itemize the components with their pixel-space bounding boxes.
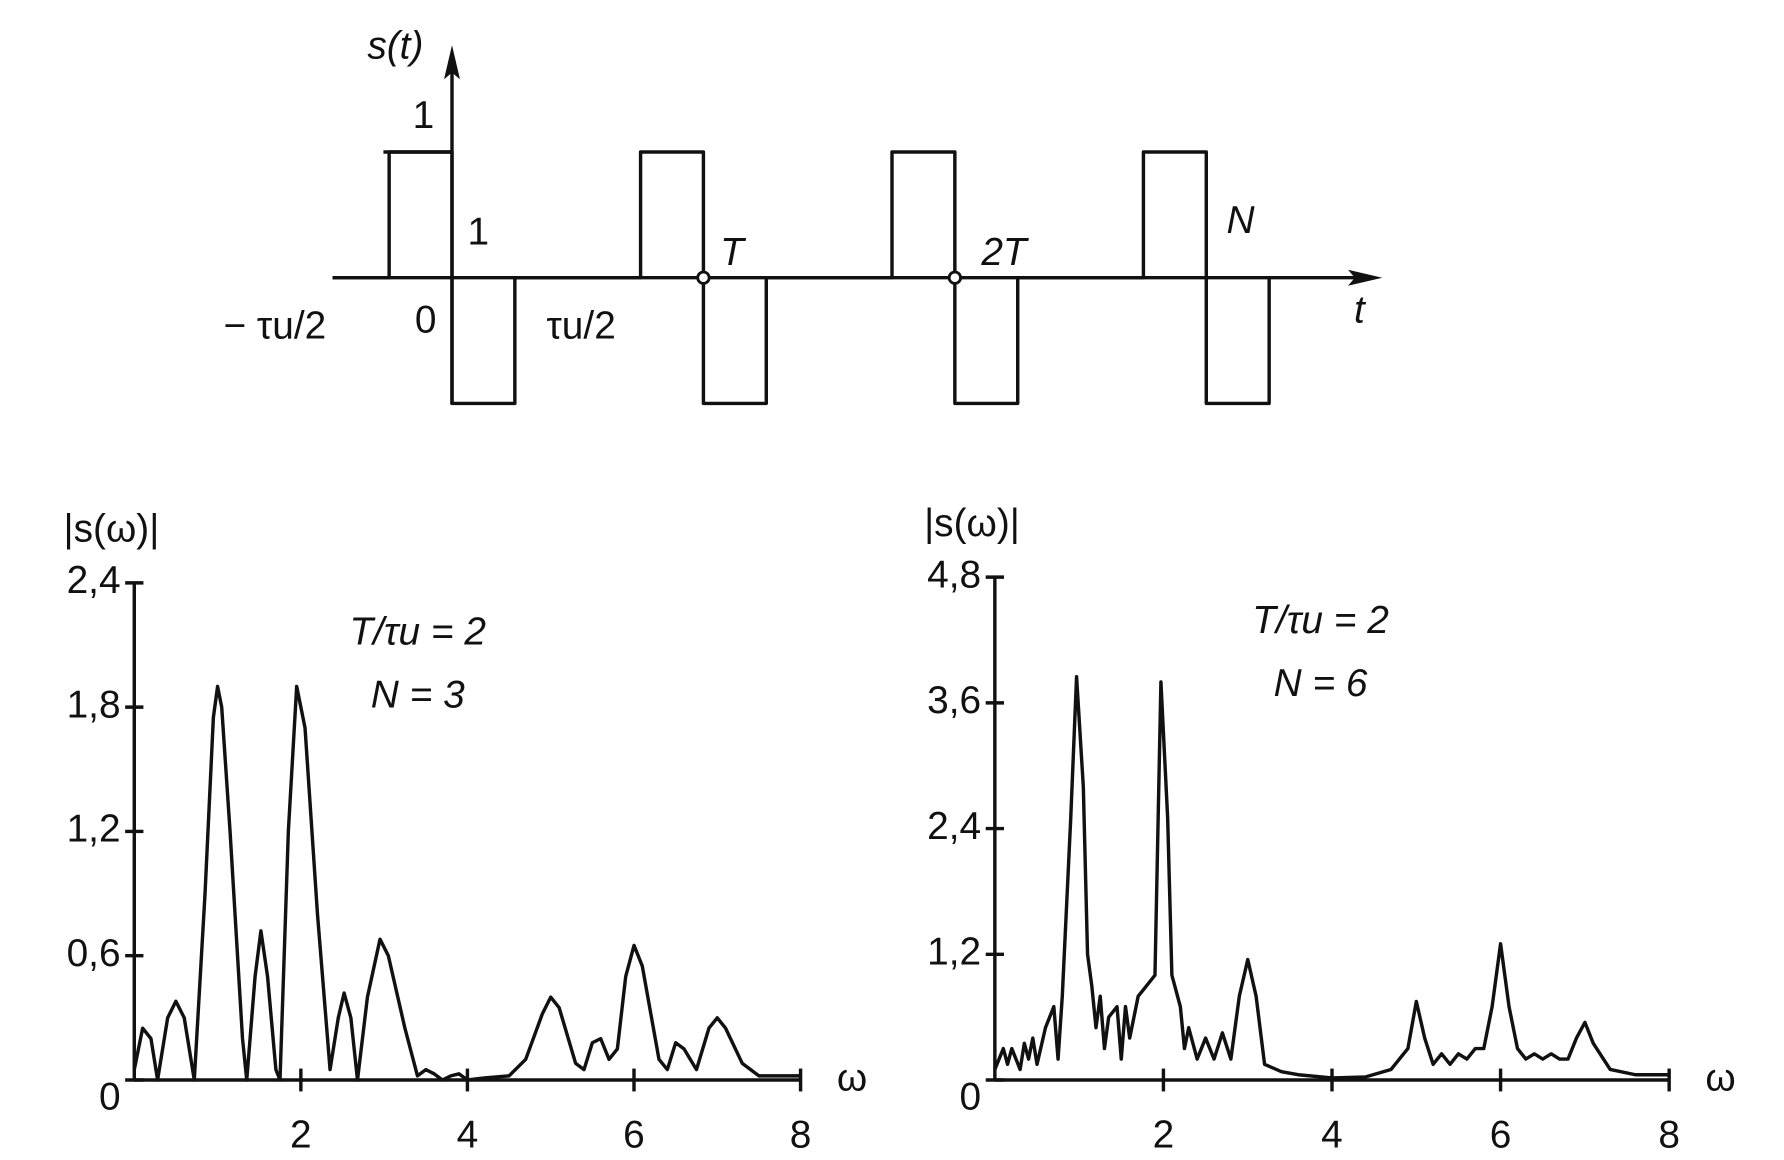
x-tick-label: 4 <box>1321 1113 1343 1156</box>
x-tick-label: 2 <box>1153 1113 1175 1156</box>
spectrum-line <box>132 684 801 1082</box>
y-tick-label: 3,6 <box>927 679 981 722</box>
x-tick-label: 6 <box>1490 1113 1512 1156</box>
x-axis-arrow <box>1348 269 1383 286</box>
x-tick-label: 2 <box>290 1113 312 1156</box>
x-tick-label: 8 <box>1658 1113 1680 1156</box>
y-axis-label: s(t) <box>367 24 423 67</box>
y-tick-label: 1 <box>413 94 435 137</box>
y-tick-label: 2,4 <box>927 805 981 848</box>
waveform <box>332 150 1271 406</box>
x-tick-label: T <box>720 231 747 274</box>
y-axis-arrow <box>444 45 460 80</box>
y-tick-label: 0 <box>99 1076 121 1119</box>
annotation: 1 <box>467 211 489 254</box>
x-axis-label: ω <box>1705 1056 1735 1099</box>
x-tick-mark <box>696 270 711 285</box>
annotation: N = 3 <box>371 673 465 716</box>
y-axis-label: |s(ω)| <box>924 502 1020 545</box>
annotation: T/τu = 2 <box>349 611 486 654</box>
x-tick-label: 6 <box>623 1113 645 1156</box>
spectrum-line <box>993 674 1670 1080</box>
y-tick-label: 1,2 <box>67 808 121 851</box>
x-tick-label: 0 <box>415 299 437 342</box>
annotation: N <box>1227 199 1256 242</box>
annotation: T/τu = 2 <box>1252 599 1389 642</box>
y-tick-label: 2,4 <box>67 559 121 602</box>
y-tick-label: 0 <box>960 1076 982 1119</box>
x-tick-label: 2T <box>980 231 1030 274</box>
x-axis-label: t <box>1354 288 1367 331</box>
annotation: N = 6 <box>1274 662 1368 705</box>
x-tick-label: 8 <box>790 1113 812 1156</box>
x-tick-label: 4 <box>457 1113 479 1156</box>
x-tick-label: − τu/2 <box>223 304 326 347</box>
y-tick-label: 4,8 <box>927 553 981 596</box>
y-tick-label: 1,8 <box>67 683 121 726</box>
y-tick-label: 0,6 <box>67 932 121 975</box>
x-tick-label: τu/2 <box>546 304 615 347</box>
x-axis-label: ω <box>837 1056 867 1099</box>
x-tick-mark <box>947 270 962 285</box>
y-axis-label: |s(ω)| <box>64 508 160 551</box>
y-tick-label: 1,2 <box>927 931 981 974</box>
